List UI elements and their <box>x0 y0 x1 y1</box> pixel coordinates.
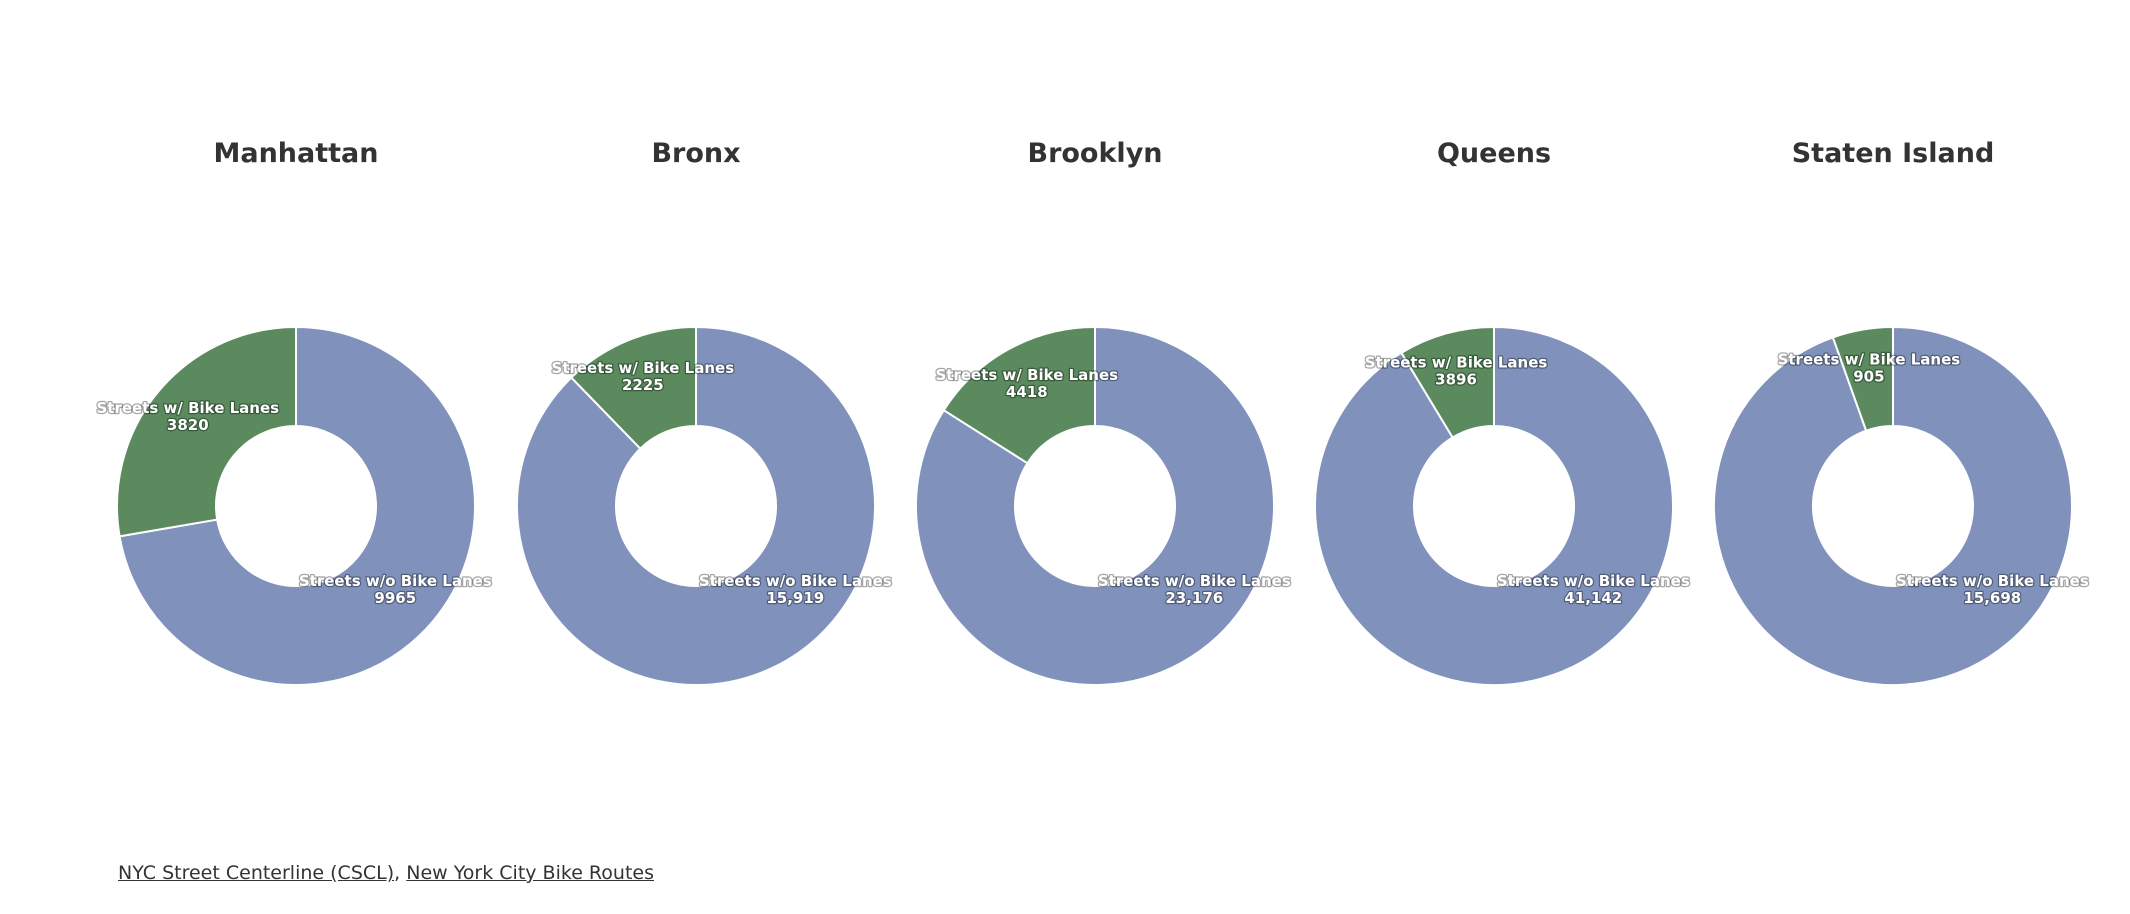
donut-chart-staten-island: Staten Island Streets w/o Bike Lanes15,69… <box>1713 138 2090 686</box>
chart-title-bronx: Bronx <box>651 138 740 169</box>
slice-value-bronx-streets-w-o-bike-lanes: 15,919 <box>766 589 824 607</box>
slice-label-bronx-streets-w-o-bike-lanes: Streets w/o Bike Lanes <box>699 572 892 590</box>
chart-title-queens: Queens <box>1437 138 1551 169</box>
source-link-bike-routes[interactable]: New York City Bike Routes <box>406 862 654 884</box>
slice-bronx-streets-w-bike-lanes[interactable] <box>570 326 697 450</box>
chart-title-brooklyn: Brooklyn <box>1027 138 1162 169</box>
slice-queens-streets-w-bike-lanes[interactable] <box>1400 326 1495 439</box>
slice-label-brooklyn-streets-w-o-bike-lanes: Streets w/o Bike Lanes <box>1098 572 1291 590</box>
slice-manhattan-streets-w-bike-lanes[interactable] <box>116 326 297 538</box>
slice-brooklyn-streets-w-bike-lanes[interactable] <box>942 326 1096 465</box>
slice-staten-island-streets-w-bike-lanes[interactable] <box>1831 326 1894 432</box>
slice-label-manhattan-streets-w-o-bike-lanes: Streets w/o Bike Lanes <box>299 572 492 590</box>
slice-label-manhattan-streets-w-bike-lanes: Streets w/ Bike Lanes <box>96 399 279 417</box>
slice-value-staten-island-streets-w-o-bike-lanes: 15,698 <box>1963 589 2021 607</box>
slice-value-brooklyn-streets-w-o-bike-lanes: 23,176 <box>1165 589 1223 607</box>
slice-value-bronx-streets-w-bike-lanes: 2225 <box>622 376 664 394</box>
slice-value-brooklyn-streets-w-bike-lanes: 4418 <box>1006 383 1048 401</box>
slice-label-staten-island-streets-w-o-bike-lanes: Streets w/o Bike Lanes <box>1896 572 2089 590</box>
slice-manhattan-streets-w-o-bike-lanes[interactable] <box>118 326 476 686</box>
slice-label-queens-streets-w-o-bike-lanes: Streets w/o Bike Lanes <box>1497 572 1690 590</box>
slice-label-staten-island-streets-w-bike-lanes: Streets w/ Bike Lanes <box>1778 351 1961 369</box>
slice-value-manhattan-streets-w-o-bike-lanes: 9965 <box>374 589 416 607</box>
chart-title-staten-island: Staten Island <box>1792 138 1995 169</box>
slice-label-queens-streets-w-bike-lanes: Streets w/ Bike Lanes <box>1365 354 1548 372</box>
slice-label-brooklyn-streets-w-bike-lanes: Streets w/ Bike Lanes <box>935 366 1118 384</box>
slice-value-staten-island-streets-w-bike-lanes: 905 <box>1853 368 1884 386</box>
source-separator: , <box>394 862 407 884</box>
chart-title-manhattan: Manhattan <box>213 138 378 169</box>
source-link-street-centerline[interactable]: NYC Street Centerline (CSCL) <box>118 862 395 884</box>
slice-label-bronx-streets-w-bike-lanes: Streets w/ Bike Lanes <box>552 359 735 377</box>
slice-queens-streets-w-o-bike-lanes[interactable] <box>1314 326 1674 686</box>
slice-value-manhattan-streets-w-bike-lanes: 3820 <box>167 416 209 434</box>
slice-value-queens-streets-w-bike-lanes: 3896 <box>1435 371 1477 389</box>
slice-staten-island-streets-w-o-bike-lanes[interactable] <box>1713 326 2073 686</box>
slice-brooklyn-streets-w-o-bike-lanes[interactable] <box>915 326 1275 686</box>
slice-bronx-streets-w-o-bike-lanes[interactable] <box>516 326 876 686</box>
slice-value-queens-streets-w-o-bike-lanes: 41,142 <box>1564 589 1622 607</box>
data-sources: NYC Street Centerline (CSCL), New York C… <box>118 862 654 884</box>
